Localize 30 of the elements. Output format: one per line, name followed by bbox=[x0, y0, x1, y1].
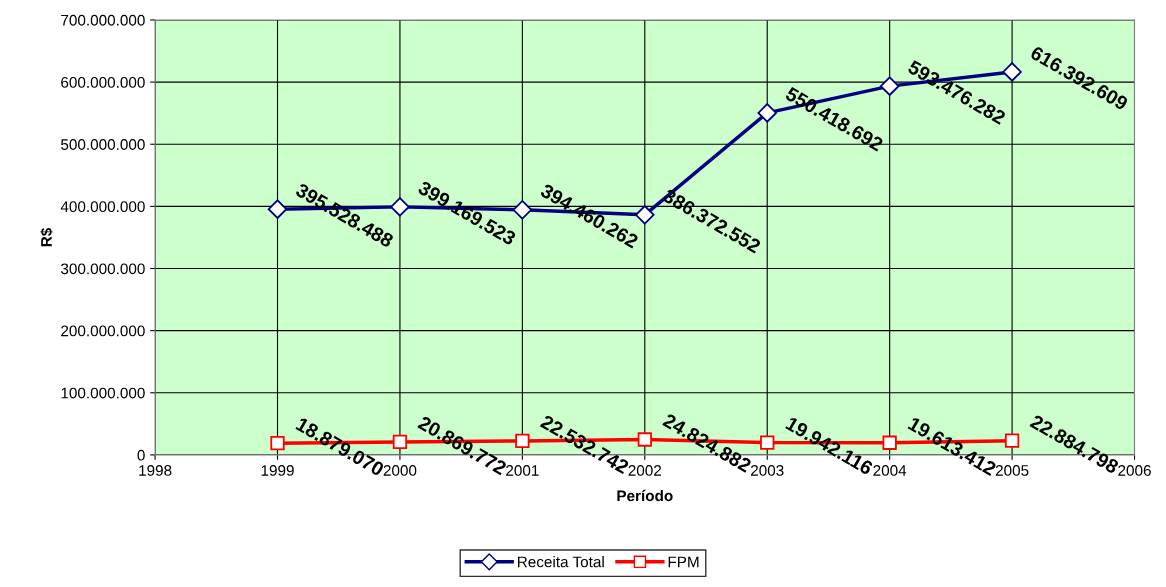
point bbox=[882, 435, 897, 450]
legend-label: FPM bbox=[668, 556, 699, 568]
y-axis-title: R$ bbox=[40, 227, 53, 247]
point bbox=[757, 103, 777, 123]
legend-label: Receita Total bbox=[518, 556, 604, 568]
y-tick-label: 600.000.000 bbox=[61, 76, 145, 88]
x-tick-label: 2006 bbox=[1118, 465, 1151, 476]
point bbox=[270, 436, 285, 451]
point bbox=[1004, 433, 1020, 448]
x-tick-label: 2002 bbox=[628, 465, 662, 476]
y-tick-label: 500.000.000 bbox=[61, 139, 145, 150]
x-tick-label: 1999 bbox=[261, 465, 294, 476]
point bbox=[515, 433, 530, 449]
point bbox=[760, 435, 775, 450]
x-tick-label: 2004 bbox=[873, 465, 907, 476]
point bbox=[267, 199, 288, 219]
x-tick-label: 1998 bbox=[139, 465, 172, 476]
x-tick-label: 2000 bbox=[383, 465, 417, 476]
x-tick-label: 2005 bbox=[995, 465, 1029, 476]
y-tick-label: 700.000.000 bbox=[61, 14, 145, 26]
y-tick-label: 300.000.000 bbox=[60, 263, 145, 275]
x-tick-label: 2001 bbox=[506, 465, 539, 476]
y-tick-label: 100.000.000 bbox=[61, 387, 145, 399]
y-tick-label: 200.000.000 bbox=[61, 325, 145, 337]
x-tick-label: 2003 bbox=[751, 465, 784, 476]
y-tick-label: 0 bbox=[137, 449, 145, 461]
point bbox=[392, 434, 408, 450]
y-tick-label: 400.000.000 bbox=[60, 201, 145, 213]
point bbox=[637, 432, 652, 447]
x-axis-title: Período bbox=[617, 489, 673, 502]
